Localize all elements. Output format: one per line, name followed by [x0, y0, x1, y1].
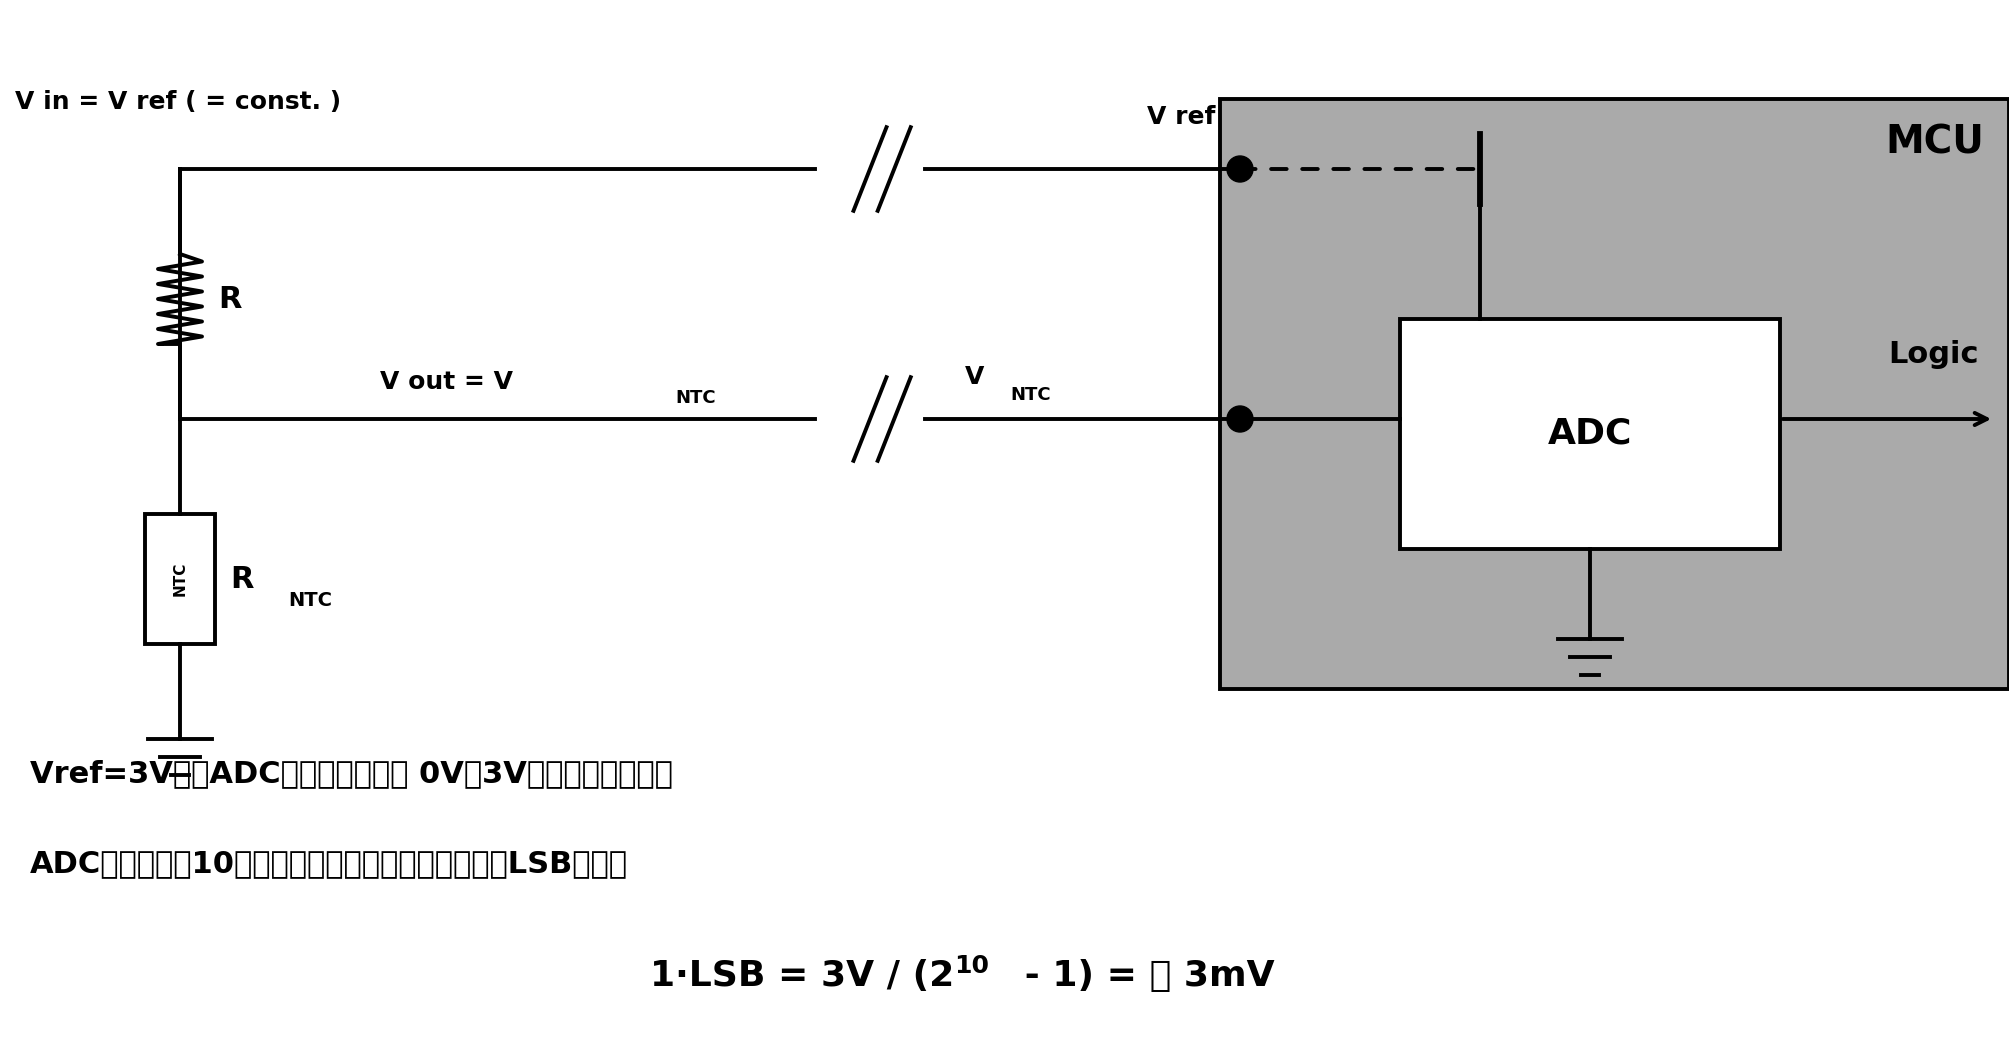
Text: Vref=3Vで、ADCの入力レンジが 0V～3Vであるとすると、: Vref=3Vで、ADCの入力レンジが 0V～3Vであるとすると、	[30, 759, 673, 788]
Bar	[145, 514, 215, 644]
Text: ADC: ADC	[1547, 418, 1631, 451]
Text: R: R	[229, 564, 253, 594]
Text: 1·LSB = 3V / (2: 1·LSB = 3V / (2	[651, 959, 954, 993]
Text: MCU: MCU	[1884, 124, 1985, 162]
Text: NTC: NTC	[287, 591, 331, 611]
Bar	[1400, 319, 1780, 549]
Text: V out = V: V out = V	[380, 370, 512, 394]
Text: NTC: NTC	[675, 389, 715, 407]
Text: NTC: NTC	[1011, 386, 1051, 404]
Text: ADCの分解能が10ビットである場合の量子化単位（LSB）は：: ADCの分解能が10ビットである場合の量子化単位（LSB）は：	[30, 849, 629, 878]
Text: V in = V ref ( = const. ): V in = V ref ( = const. )	[14, 90, 342, 114]
Text: R: R	[219, 284, 241, 314]
Text: - 1) = 約 3mV: - 1) = 約 3mV	[1011, 959, 1274, 993]
Bar	[1219, 99, 2009, 689]
Text: 10: 10	[954, 954, 990, 978]
Text: NTC: NTC	[173, 562, 187, 596]
Text: V: V	[964, 365, 984, 389]
Text: V ref: V ref	[1147, 105, 1215, 129]
Circle shape	[1227, 406, 1254, 432]
Circle shape	[1227, 156, 1254, 181]
Text: Logic: Logic	[1888, 340, 1979, 369]
